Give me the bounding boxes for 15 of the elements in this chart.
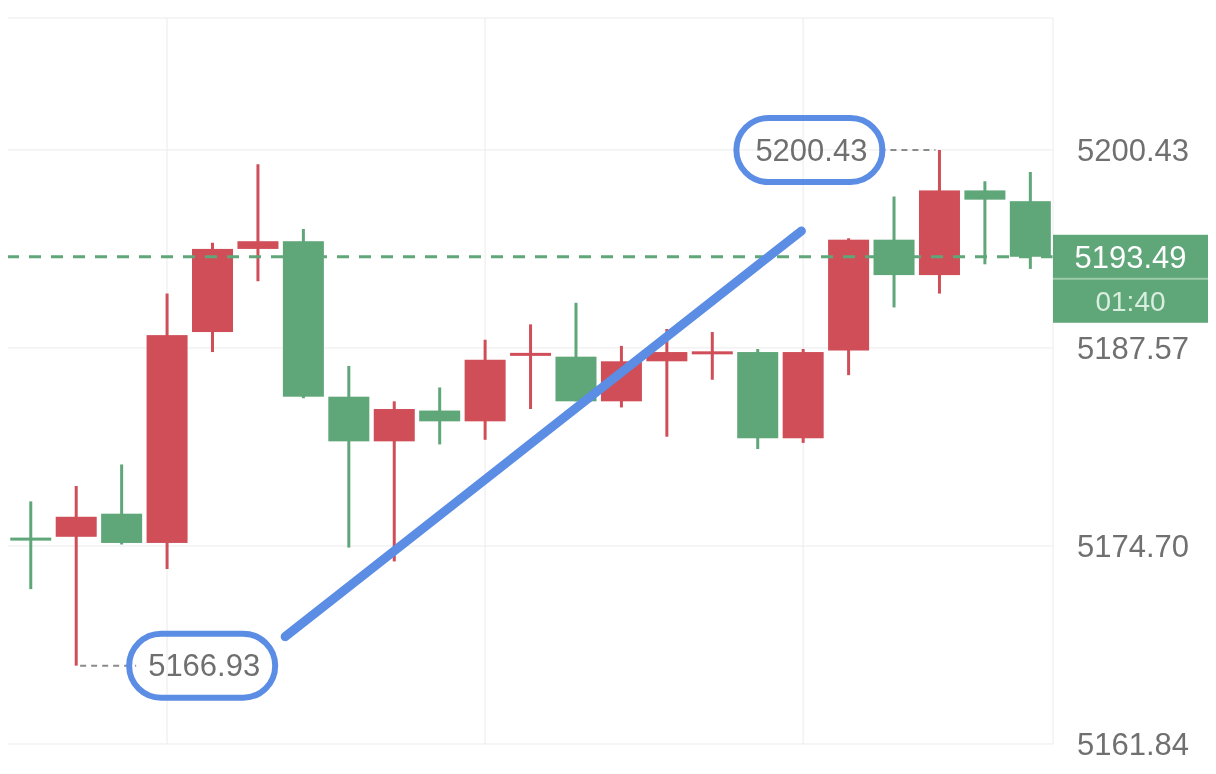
annotation: 5166.93 xyxy=(148,648,261,684)
y-tick-label: 5161.84 xyxy=(1077,727,1190,763)
text: 01:40 xyxy=(1095,285,1166,317)
candlestick xyxy=(55,485,97,666)
candlestick xyxy=(646,327,688,437)
candlestick xyxy=(237,164,279,283)
ref-line-label: 5193.49 xyxy=(1074,239,1187,275)
y-tick-label: 5187.57 xyxy=(1077,330,1190,366)
candlestick xyxy=(10,501,52,591)
candlestick xyxy=(419,387,461,445)
annotation: 5200.43 xyxy=(755,132,868,168)
candlestick xyxy=(510,324,552,410)
y-tick-label: 5200.43 xyxy=(1077,132,1190,168)
y-tick-label: 5174.70 xyxy=(1077,529,1190,565)
candlestick xyxy=(691,332,733,380)
